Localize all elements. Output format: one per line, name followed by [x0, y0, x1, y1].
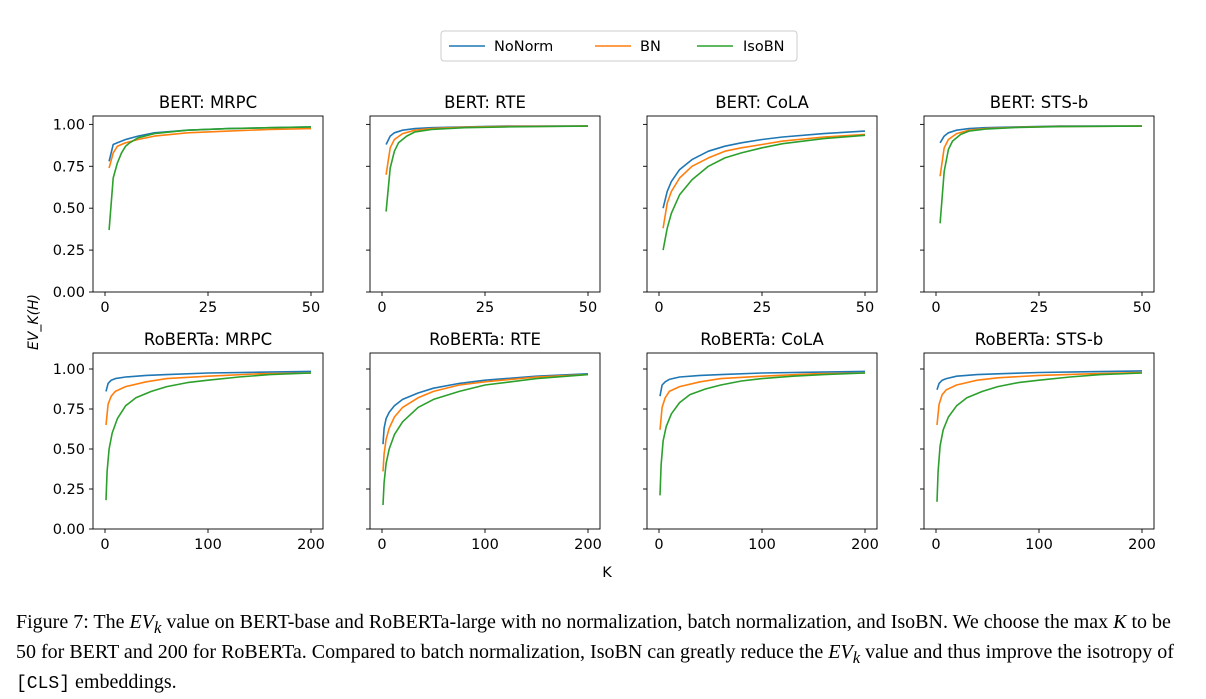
panel-bert-cola-line-bn	[662, 133, 866, 229]
panel-roberta-mrpc-ytick-label: 0.25	[53, 482, 85, 498]
panel-roberta-cola-line-bn	[659, 372, 866, 430]
panel-bert-mrpc-line-bn	[108, 127, 312, 169]
panel-roberta-mrpc-line-isobn	[105, 372, 312, 501]
panel-roberta-rte-title: RoBERTa: RTE	[429, 330, 541, 349]
panel-bert-cola-line-nonorm	[662, 130, 866, 209]
panel-bert-cola-xtick-label: 0	[654, 300, 663, 316]
caption-text-3: value and thus improve the isotropy of	[860, 641, 1174, 663]
panel-bert-cola-xtick-label: 25	[753, 300, 771, 316]
panel-bert-rte-title: BERT: RTE	[444, 93, 526, 112]
panel-roberta-mrpc-xtick-label: 200	[297, 537, 325, 553]
panel-roberta-rte-xtick-label: 0	[377, 537, 386, 553]
x-axis-label: K	[602, 565, 612, 581]
panel-roberta-mrpc-ytick-label: 0.75	[53, 402, 85, 418]
caption-ev-symbol: EVk	[129, 611, 162, 637]
panel-bert-rte-line-bn	[385, 125, 589, 175]
panel-bert-sts-b-xtick-label: 25	[1030, 300, 1048, 316]
panel-bert-rte-frame	[369, 115, 601, 293]
panel-bert-sts-b-line-nonorm	[939, 125, 1142, 144]
panel-roberta-mrpc-line-bn	[105, 372, 312, 426]
panel-roberta-cola-line-isobn	[659, 372, 866, 496]
panel-bert-sts-b-line-isobn	[939, 125, 1143, 224]
caption-label: Figure 7: The	[16, 611, 125, 633]
panel-bert-rte-line-isobn	[385, 125, 589, 212]
panel-roberta-sts-b-title: RoBERTa: STS-b	[975, 330, 1104, 349]
panel-bert-sts-b-title: BERT: STS-b	[990, 93, 1089, 112]
panel-bert-cola-frame	[646, 115, 878, 293]
panel-bert-rte-xtick-label: 50	[579, 300, 597, 316]
panel-roberta-cola-xtick-label: 0	[654, 537, 663, 553]
panel-bert-cola-line-isobn	[662, 134, 866, 251]
panel-roberta-cola-line-nonorm	[659, 370, 866, 397]
panel-bert-mrpc-xtick-label: 50	[302, 300, 320, 316]
panel-bert-mrpc-ytick-label: 0.50	[53, 201, 85, 217]
panel-roberta-mrpc-xtick-label: 0	[100, 537, 109, 553]
panel-roberta-rte-line-isobn	[382, 373, 589, 506]
panel-bert-sts-b-xtick-label: 0	[931, 300, 940, 316]
panel-bert-rte-line-nonorm	[385, 125, 588, 145]
panel-bert-mrpc-xtick-label: 25	[199, 300, 217, 316]
y-axis-label: EV_K(H)	[26, 294, 42, 350]
panel-bert-cola-xtick-label: 50	[856, 300, 874, 316]
legend-label-isobn: IsoBN	[743, 39, 785, 55]
panel-bert-rte-xtick-label: 0	[377, 300, 386, 316]
panel-roberta-mrpc-xtick-label: 100	[194, 537, 222, 553]
figure-canvas: NoNorm BN IsoBN BERT: MRPC 0 25 50 0.00 0.25 0.50…	[26, 30, 1156, 581]
caption-k-symbol: K	[1113, 611, 1127, 633]
caption-text-4: embeddings.	[70, 671, 177, 693]
caption-ev-symbol-2: EVk	[828, 641, 861, 667]
panel-roberta-cola-xtick-label: 200	[851, 537, 879, 553]
caption-cls-token: [CLS]	[16, 674, 71, 694]
panel-roberta-mrpc-ytick-label: 0.50	[53, 442, 85, 458]
panel-bert-sts-b-xtick-label: 50	[1133, 300, 1151, 316]
panel-roberta-sts-b-xtick-label: 200	[1128, 537, 1156, 553]
panel-bert-mrpc-line-isobn	[108, 126, 312, 231]
caption-text-1: value on BERT-base and RoBERTa-large wit…	[161, 611, 1114, 633]
panel-bert-cola-title: BERT: CoLA	[715, 93, 809, 112]
panel-bert-mrpc-title: BERT: MRPC	[159, 93, 257, 112]
panel-roberta-cola-title: RoBERTa: CoLA	[700, 330, 824, 349]
panel-bert-mrpc-ytick-label: 1.00	[53, 117, 85, 133]
legend-label-nonorm: NoNorm	[494, 39, 553, 55]
figure-caption: Figure 7: The EVk value on BERT-base and…	[16, 610, 1181, 697]
panel-bert-mrpc-ytick-label: 0.75	[53, 159, 85, 175]
panel-bert-sts-b-frame	[923, 115, 1155, 293]
panel-roberta-sts-b-xtick-label: 100	[1025, 537, 1053, 553]
panel-roberta-rte-line-nonorm	[382, 373, 589, 445]
panel-roberta-sts-b-line-bn	[936, 371, 1143, 426]
panel-bert-mrpc-ytick-label: 0.00	[53, 285, 85, 301]
panel-bert-mrpc-ytick-label: 0.25	[53, 243, 85, 259]
panel-roberta-rte-xtick-label: 200	[574, 537, 602, 553]
panel-roberta-mrpc-ytick-label: 0.00	[53, 522, 85, 538]
panel-bert-mrpc-xtick-label: 0	[100, 300, 109, 316]
panel-roberta-cola-xtick-label: 100	[748, 537, 776, 553]
panel-roberta-sts-b-line-nonorm	[936, 370, 1143, 391]
legend-label-bn: BN	[640, 39, 661, 55]
panel-bert-sts-b-line-bn	[939, 125, 1143, 177]
panel-roberta-mrpc-title: RoBERTa: MRPC	[144, 330, 272, 349]
panel-bert-rte-xtick-label: 25	[476, 300, 494, 316]
panel-roberta-mrpc-ytick-label: 1.00	[53, 362, 85, 378]
panel-roberta-sts-b-line-isobn	[936, 372, 1143, 502]
panel-roberta-rte-line-bn	[382, 373, 589, 472]
caption-text-2: to be 50 for BERT and 200 for RoBERTa. C…	[16, 611, 1171, 663]
panel-roberta-rte-xtick-label: 100	[471, 537, 499, 553]
panel-roberta-mrpc-line-nonorm	[105, 370, 312, 392]
panel-roberta-sts-b-xtick-label: 0	[931, 537, 940, 553]
